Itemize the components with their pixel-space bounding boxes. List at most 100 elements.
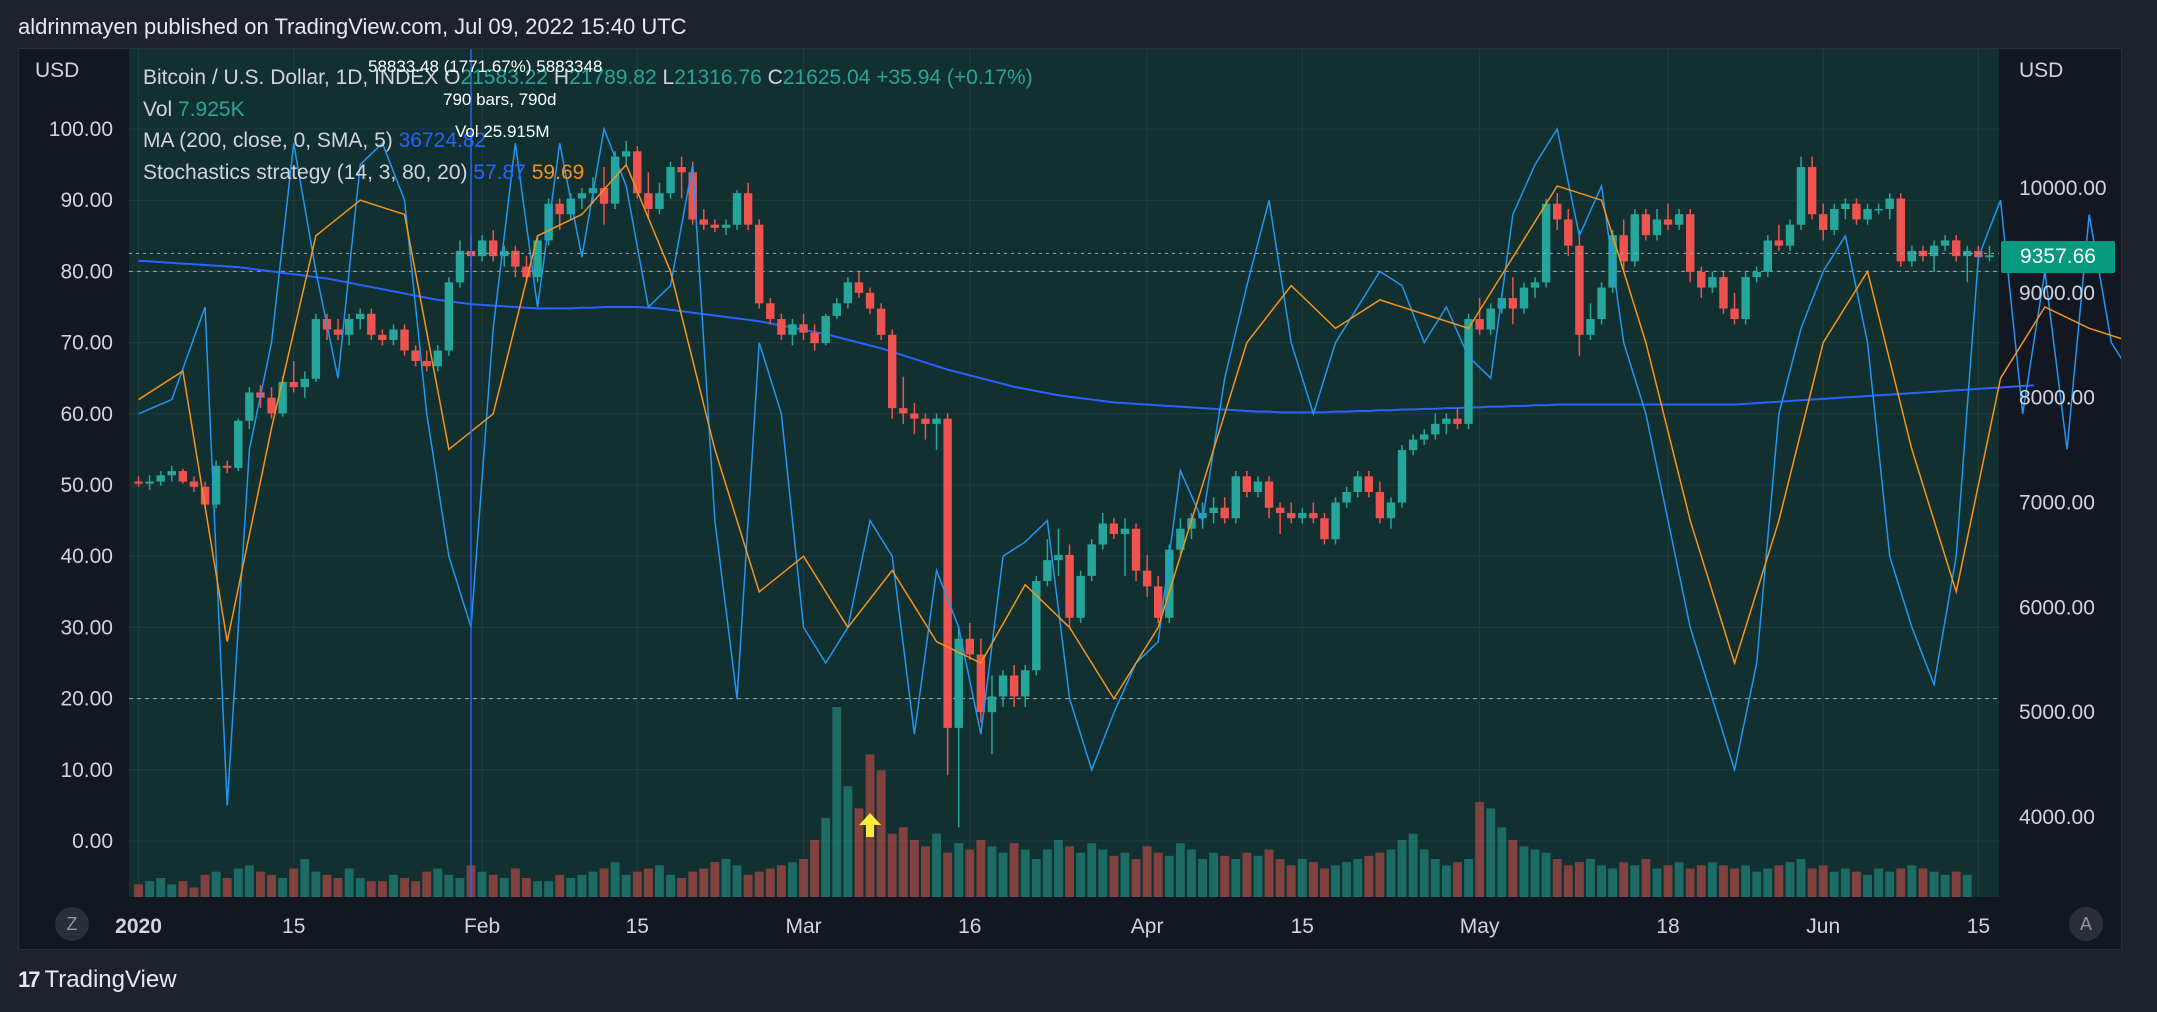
candle-body — [954, 638, 963, 728]
candle-body — [1342, 492, 1351, 503]
x-axis-tick-label: 2020 — [115, 915, 162, 938]
candle-body — [500, 250, 509, 257]
volume-bar — [1120, 852, 1130, 897]
tradingview-logo[interactable]: 17 TradingView — [18, 966, 177, 994]
candle-body — [1242, 476, 1252, 493]
vol-label: Vol — [143, 97, 173, 121]
right-axis-tick-label: 4000.00 — [2019, 806, 2095, 829]
volume-bar — [1187, 849, 1196, 897]
candle-body — [1165, 549, 1174, 618]
volume-bar — [1375, 852, 1385, 897]
auto-scale-z-button[interactable]: Z — [55, 907, 89, 941]
volume-bar — [1885, 871, 1895, 897]
candle-body — [899, 408, 908, 414]
volume-bar — [1863, 874, 1872, 897]
volume-bar — [832, 707, 842, 897]
candle-body — [1674, 214, 1684, 225]
volume-bar — [655, 865, 664, 897]
candle-body — [1076, 575, 1085, 618]
buy-signal-arrow-icon[interactable] — [859, 813, 882, 837]
x-axis-tick-label: 16 — [958, 915, 981, 938]
candle-body — [1663, 219, 1673, 225]
volume-bar — [1087, 843, 1097, 897]
volume-bar — [699, 868, 709, 897]
candle-body — [477, 240, 487, 257]
candle-body — [134, 481, 143, 484]
candle-body — [1109, 523, 1119, 534]
candle-body — [1231, 476, 1241, 519]
volume-bar — [1198, 859, 1207, 897]
legend-vol-row[interactable]: Vol 7.925K — [143, 94, 1033, 126]
price-chart[interactable]: 100.00 90.00 80.00 70.00 60.00 50.00 40.00 30.0… — [19, 49, 2121, 949]
stoch-k-line — [138, 126, 2121, 806]
volume-bar — [776, 865, 786, 897]
candle-body — [156, 475, 165, 482]
measure-volume-text: Vol 25.915M — [455, 122, 550, 141]
volume-bar — [1031, 859, 1041, 897]
candle-body — [1187, 518, 1196, 529]
volume-bar — [1054, 840, 1063, 897]
volume-bar — [1829, 871, 1839, 897]
candle-body — [1264, 481, 1274, 508]
right-axis-tick-label: 6000.00 — [2019, 596, 2095, 619]
volume-bar — [555, 874, 565, 897]
candle-body — [555, 203, 564, 215]
open-label: O — [444, 66, 461, 89]
auto-scale-a-button[interactable]: A — [2069, 907, 2103, 941]
candle-body — [610, 156, 620, 204]
candle-body — [378, 334, 387, 341]
candle-body — [1142, 570, 1152, 587]
volume-bar — [300, 859, 310, 897]
volume-bar — [1175, 843, 1185, 897]
volume-bar — [1807, 868, 1817, 897]
volume-bar — [1131, 859, 1141, 897]
ma-label: MA (200, close, 0, SMA, 5) — [143, 129, 393, 152]
legend-ma-row[interactable]: MA (200, close, 0, SMA, 5) 36724.82 — [143, 125, 1033, 157]
volume-bar — [1608, 868, 1618, 897]
candle-body — [887, 334, 897, 409]
volume-bar — [921, 846, 930, 897]
candle-body — [766, 303, 775, 320]
x-axis-tick-label: Jun — [1806, 915, 1840, 938]
volume-bar — [533, 881, 542, 897]
candle-body — [1730, 308, 1739, 320]
volume-bar — [1840, 868, 1850, 897]
chart-frame[interactable]: 100.00 90.00 80.00 70.00 60.00 50.00 40.00 30.0… — [18, 48, 2122, 950]
candle-body — [1464, 319, 1473, 424]
volume-bar — [1065, 846, 1074, 897]
candle-body — [1630, 214, 1640, 262]
volume-bar — [1220, 855, 1230, 897]
candle-body — [1708, 277, 1717, 288]
volume-bar — [1242, 852, 1252, 897]
candle-body — [832, 303, 842, 316]
candle-body — [1397, 450, 1407, 503]
volume-bar — [632, 871, 642, 897]
volume-bar — [1464, 859, 1473, 897]
x-axis-tick-label: Feb — [464, 915, 500, 938]
left-axis-tick-label: 70.00 — [60, 332, 113, 355]
candle-body — [1586, 319, 1595, 335]
candle-body — [1408, 439, 1418, 451]
volume-bar — [1342, 862, 1352, 897]
volume-bar — [1907, 865, 1917, 897]
volume-bar — [211, 871, 221, 897]
volume-bar — [577, 874, 587, 897]
stoch-d-value: 59.69 — [531, 160, 585, 184]
candle-body — [843, 282, 853, 304]
legend-symbol-row: Bitcoin / U.S. Dollar, 1D, INDEX O21583.… — [143, 62, 1033, 94]
candle-body — [1475, 319, 1484, 330]
volume-bar — [943, 852, 953, 897]
volume-bar — [134, 884, 143, 897]
candle-body — [422, 360, 431, 367]
legend-stoch-row[interactable]: Stochastics strategy (14, 3, 80, 20) 57.… — [143, 157, 1033, 189]
volume-bar — [333, 878, 343, 897]
volume-bar — [1275, 859, 1285, 897]
volume-bar — [1918, 868, 1928, 897]
volume-bar — [1774, 865, 1784, 897]
volume-bar — [200, 874, 210, 897]
candle-body — [1907, 250, 1917, 262]
candle-body — [865, 292, 875, 309]
candle-body — [1497, 298, 1507, 309]
candle-body — [821, 315, 830, 344]
symbol-name[interactable]: Bitcoin / U.S. Dollar, 1D, INDEX — [143, 66, 439, 89]
